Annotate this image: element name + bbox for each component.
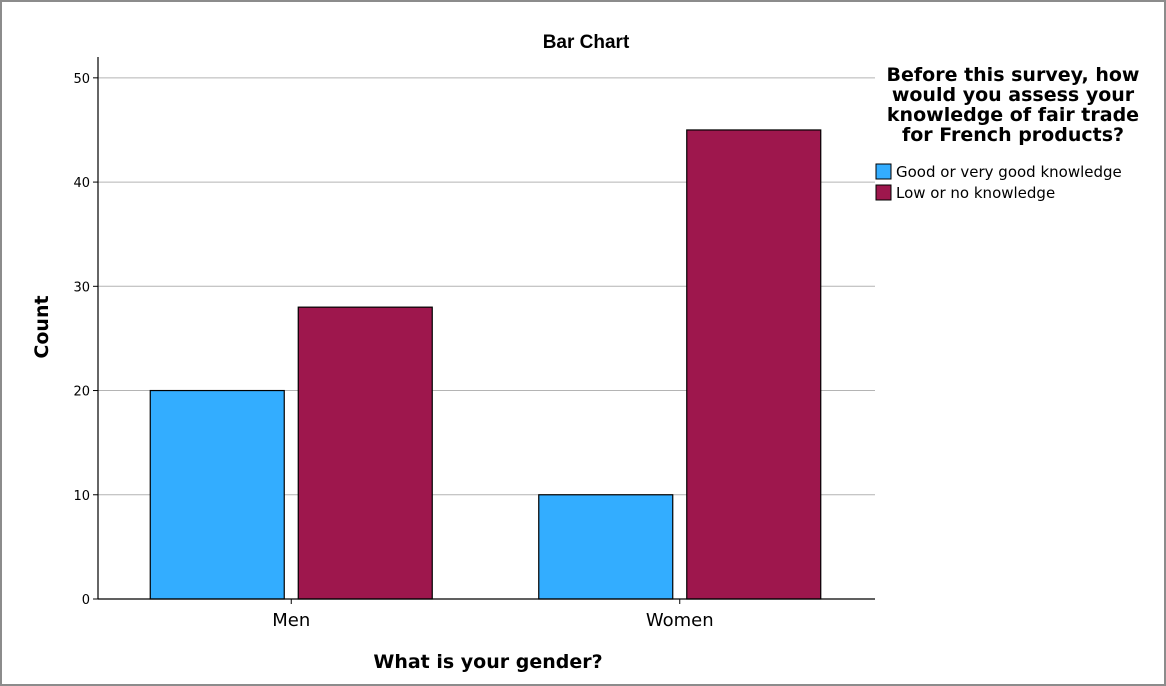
legend-title-line: knowledge of fair trade bbox=[887, 104, 1139, 126]
legend-label: Good or very good knowledge bbox=[896, 163, 1122, 181]
y-axis-label: Count bbox=[31, 295, 53, 358]
y-tick-label: 10 bbox=[73, 489, 90, 504]
legend-title-line: would you assess your bbox=[892, 84, 1135, 106]
x-axis-label: What is your gender? bbox=[373, 651, 602, 673]
y-tick-label: 50 bbox=[73, 72, 90, 87]
y-tick-label: 40 bbox=[73, 176, 90, 191]
y-tick-label: 30 bbox=[73, 280, 90, 295]
bars bbox=[149, 129, 822, 600]
legend-swatch bbox=[875, 163, 892, 180]
bar-women-low-knowledge bbox=[686, 129, 822, 600]
x-category-label: Men bbox=[272, 610, 310, 631]
x-axis-categories: Men Women bbox=[272, 599, 714, 631]
legend-label: Low or no knowledge bbox=[896, 184, 1055, 202]
y-tick-label: 20 bbox=[73, 385, 90, 400]
x-category-label: Women bbox=[646, 610, 714, 631]
bar-men-low-knowledge bbox=[297, 306, 433, 600]
legend-swatch bbox=[875, 184, 892, 201]
y-tick-label: 0 bbox=[82, 593, 90, 608]
chart-title: Bar Chart bbox=[543, 32, 630, 53]
legend-title-line: Before this survey, how bbox=[887, 64, 1140, 86]
axes bbox=[97, 57, 875, 600]
bar-women-good-knowledge bbox=[538, 494, 674, 600]
bar-men-good-knowledge bbox=[149, 389, 285, 600]
y-axis-ticks: 0 10 20 30 40 50 bbox=[73, 72, 98, 608]
legend-title-line: for French products? bbox=[902, 124, 1124, 146]
